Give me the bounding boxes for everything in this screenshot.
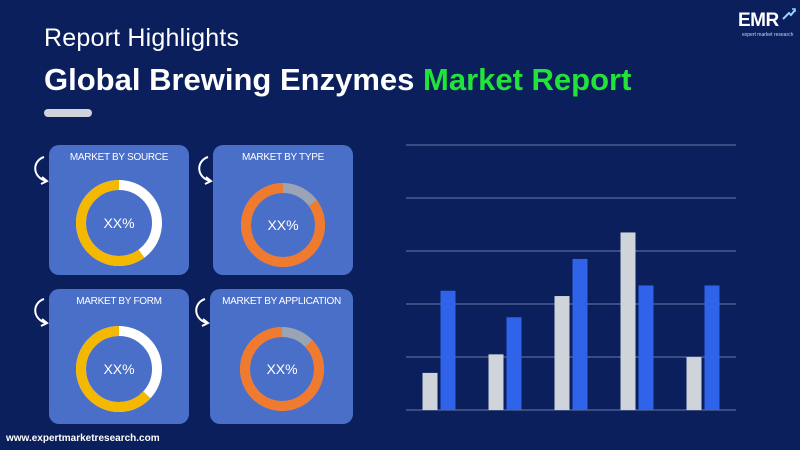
bar-series-2-cat-1	[440, 290, 456, 410]
footer-url: www.expertmarketresearch.com	[6, 433, 160, 444]
report-title-highlight: Market Report	[423, 62, 632, 97]
bar-series-2-cat-4	[638, 285, 654, 410]
card-market-by-type: MARKET BY TYPE XX%	[213, 145, 353, 275]
logo-text: EMR	[738, 10, 779, 31]
curved-arrow-icon	[34, 298, 49, 327]
logo-tagline: expert market research	[742, 32, 794, 38]
donut-value: XX%	[267, 217, 298, 233]
card-title: MARKET BY SOURCE	[69, 152, 169, 163]
logo-arrow-icon	[782, 8, 796, 20]
card-title: MARKET BY FORM	[76, 296, 162, 307]
bar-series-1-cat-4	[620, 232, 636, 410]
donut-value: XX%	[266, 361, 297, 377]
donut-segment	[76, 326, 162, 412]
bar-series-2-cat-3	[572, 258, 588, 410]
curved-arrow-icon	[198, 156, 213, 185]
donut-ring: XX%	[240, 327, 324, 411]
curved-arrow-icon	[34, 156, 49, 185]
card-market-by-form: MARKET BY FORM XX%	[49, 289, 189, 424]
donut-ring: XX%	[76, 326, 162, 412]
bar-series-1-cat-3	[554, 296, 570, 410]
donut-ring: XX%	[241, 183, 325, 267]
card-market-by-source: MARKET BY SOURCE XX%	[49, 145, 189, 275]
bar-series-1-cat-1	[422, 372, 438, 410]
report-subtitle: Report Highlights	[44, 24, 240, 52]
bar-series-1-cat-5	[686, 357, 702, 410]
bar-series-2-cat-2	[506, 317, 522, 410]
donut-ring: XX%	[76, 180, 162, 266]
donut-segment	[76, 180, 162, 266]
report-title-main: Global Brewing Enzymes	[44, 62, 415, 97]
report-title: Global Brewing Enzymes Market Report	[44, 62, 631, 98]
bar-series-1-cat-2	[488, 354, 504, 410]
card-title: MARKET BY TYPE	[242, 152, 324, 163]
donut-value: XX%	[103, 215, 134, 231]
bar-series-2-cat-5	[704, 285, 720, 410]
emr-logo: EMR expert market research	[738, 8, 796, 38]
donut-segment	[240, 327, 324, 411]
card-title: MARKET BY APPLICATION	[222, 296, 341, 307]
card-market-by-application: MARKET BY APPLICATION XX%	[210, 289, 353, 424]
donut-value: XX%	[103, 361, 134, 377]
curved-arrow-icon	[195, 298, 210, 327]
title-underline	[44, 109, 92, 117]
donut-segment	[241, 183, 325, 267]
